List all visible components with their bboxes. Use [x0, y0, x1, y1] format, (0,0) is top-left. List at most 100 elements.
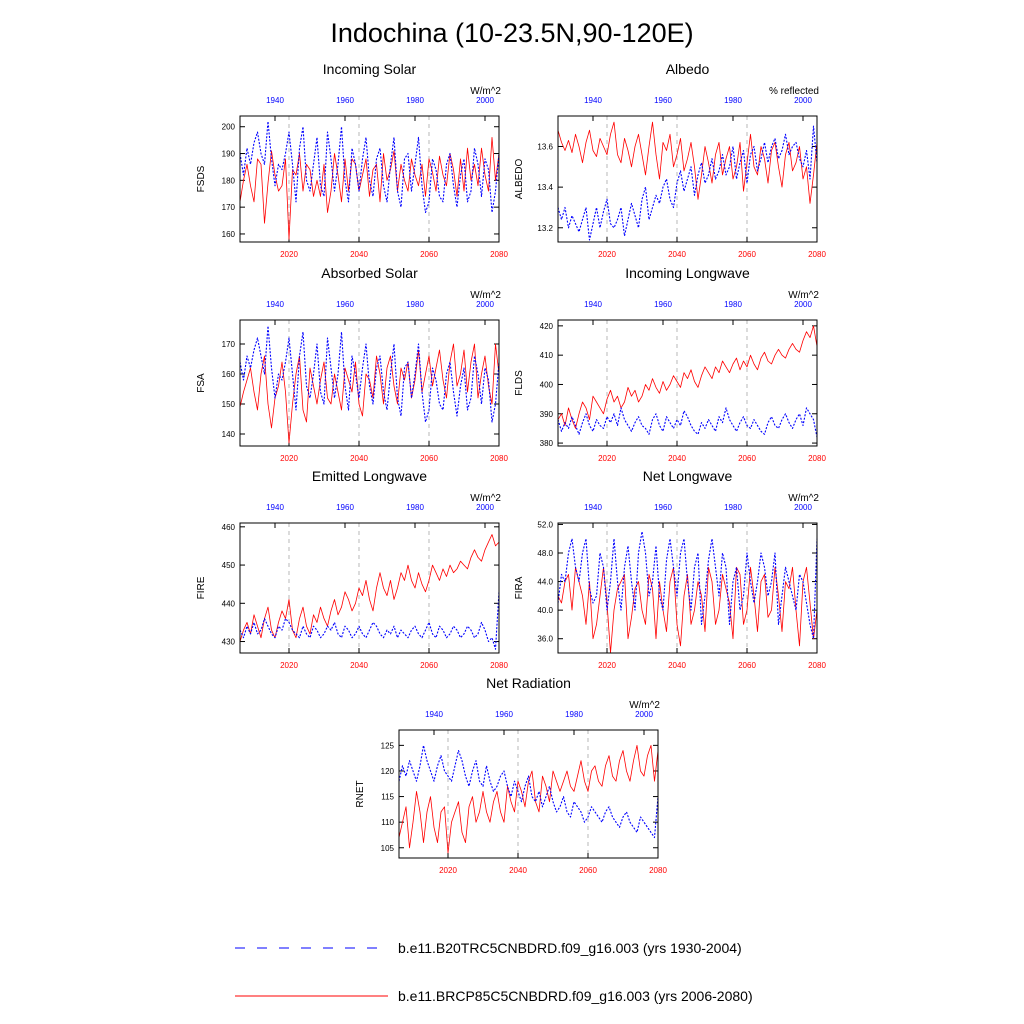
x-top-tick-label: 1960	[654, 503, 672, 512]
y-tick-label: 150	[222, 400, 236, 409]
panel-net-radiation: Net Radiation W/m^2 RNET 2020 2040 2060 2080 19…	[355, 675, 667, 875]
y-axis-label: FSA	[196, 373, 207, 393]
y-axis-label: FIRA	[514, 576, 525, 599]
x-bottom-tick-label: 2060	[420, 250, 438, 259]
x-top-tick-label: 1940	[584, 503, 602, 512]
x-top-tick-label: 2000	[794, 96, 812, 105]
y-tick-label: 115	[381, 793, 394, 802]
panel-albedo: Albedo % reflected ALBEDO 2020 2040 2060 2080 1…	[514, 61, 826, 259]
panel-title: Albedo	[666, 61, 710, 77]
x-bottom-tick-label: 2060	[738, 454, 756, 463]
series-line-historical	[239, 325, 500, 423]
panel-title: Incoming Solar	[323, 61, 417, 77]
series-line-historical	[557, 531, 818, 640]
x-top-tick-label: 1960	[336, 503, 354, 512]
x-top-tick-label: 2000	[635, 710, 653, 719]
y-tick-label: 180	[222, 176, 236, 185]
y-tick-label: 380	[540, 439, 554, 448]
x-top-tick-label: 1980	[724, 300, 742, 309]
x-bottom-tick-label: 2020	[280, 250, 298, 259]
x-bottom-tick-label: 2080	[490, 661, 508, 670]
legend: b.e11.B20TRC5CNBDRD.f09_g16.003 (yrs 193…	[235, 940, 753, 1004]
figure-title: Indochina (10-23.5N,90-120E)	[330, 18, 693, 48]
panels: Incoming Solar W/m^2 FSDS 2020 2040 2060 2080 1…	[196, 61, 826, 875]
y-tick-label: 400	[540, 380, 554, 389]
x-top-tick-label: 2000	[476, 503, 494, 512]
legend-label-historical: b.e11.B20TRC5CNBDRD.f09_g16.003 (yrs 193…	[398, 940, 742, 956]
x-top-tick-label: 1980	[406, 300, 424, 309]
x-bottom-tick-label: 2040	[668, 250, 686, 259]
y-tick-label: 48.0	[537, 549, 553, 558]
y-axis-label: ALBEDO	[514, 158, 525, 199]
x-bottom-tick-label: 2080	[808, 454, 826, 463]
x-top-tick-label: 1960	[495, 710, 513, 719]
plot-frame	[239, 115, 500, 243]
y-tick-label: 140	[222, 430, 236, 439]
units-label: W/m^2	[788, 493, 819, 504]
y-axis-label: FIRE	[196, 576, 207, 599]
legend-label-rcp85: b.e11.BRCP85C5CNBDRD.f09_g16.003 (yrs 20…	[398, 988, 753, 1004]
y-tick-label: 160	[222, 370, 236, 379]
panel-title: Absorbed Solar	[321, 265, 418, 281]
panel-title: Emitted Longwave	[312, 468, 427, 484]
units-label: W/m^2	[629, 700, 660, 711]
series-line-historical	[398, 744, 659, 839]
x-bottom-tick-label: 2020	[598, 454, 616, 463]
plot-frame	[557, 115, 818, 243]
units-label: W/m^2	[470, 86, 501, 97]
x-bottom-tick-label: 2020	[280, 661, 298, 670]
units-label: W/m^2	[788, 290, 819, 301]
series-line-rcp85	[557, 121, 818, 204]
x-top-tick-label: 2000	[476, 96, 494, 105]
series-line-historical	[239, 591, 500, 650]
y-tick-label: 13.2	[537, 224, 553, 233]
y-tick-label: 430	[222, 638, 236, 647]
x-bottom-tick-label: 2060	[738, 661, 756, 670]
plot-frame	[239, 522, 500, 654]
x-top-tick-label: 1940	[266, 96, 284, 105]
panel-incoming-solar: Incoming Solar W/m^2 FSDS 2020 2040 2060 2080 1…	[196, 61, 508, 259]
x-bottom-tick-label: 2080	[490, 454, 508, 463]
x-top-tick-label: 1940	[266, 300, 284, 309]
y-tick-label: 13.4	[537, 183, 553, 192]
x-top-tick-label: 1960	[654, 96, 672, 105]
y-tick-label: 170	[222, 203, 236, 212]
x-bottom-tick-label: 2080	[808, 661, 826, 670]
x-bottom-tick-label: 2060	[579, 866, 597, 875]
panel-title: Incoming Longwave	[625, 265, 750, 281]
y-tick-label: 52.0	[537, 520, 553, 529]
panel-title: Net Longwave	[643, 468, 733, 484]
x-bottom-tick-label: 2040	[668, 454, 686, 463]
x-bottom-tick-label: 2080	[649, 866, 667, 875]
series-line-rcp85	[398, 745, 659, 854]
panel-incoming-longwave: Incoming Longwave W/m^2 FLDS 2020 2040 2060 20…	[514, 265, 826, 463]
y-tick-label: 440	[222, 599, 236, 608]
series-line-rcp85	[239, 136, 500, 240]
units-label: W/m^2	[470, 493, 501, 504]
y-tick-label: 105	[381, 844, 395, 853]
x-bottom-tick-label: 2040	[350, 454, 368, 463]
units-label: % reflected	[769, 86, 819, 97]
series-line-rcp85	[557, 325, 818, 429]
y-tick-label: 44.0	[537, 578, 553, 587]
x-bottom-tick-label: 2040	[668, 661, 686, 670]
x-bottom-tick-label: 2040	[509, 866, 527, 875]
y-axis-label: FLDS	[514, 370, 525, 396]
panel-absorbed-solar: Absorbed Solar W/m^2 FSA 2020 2040 2060 2080 19…	[196, 265, 508, 463]
y-tick-label: 450	[222, 561, 236, 570]
y-tick-label: 120	[381, 767, 395, 776]
x-top-tick-label: 1960	[336, 96, 354, 105]
y-tick-label: 410	[540, 351, 554, 360]
series-line-historical	[557, 407, 818, 438]
plot-frame	[557, 522, 818, 654]
y-tick-label: 13.6	[537, 142, 553, 151]
units-label: W/m^2	[470, 290, 501, 301]
x-top-tick-label: 1980	[724, 96, 742, 105]
plot-frame	[398, 729, 659, 859]
series-line-historical	[557, 125, 818, 241]
series-line-rcp85	[239, 534, 500, 642]
x-top-tick-label: 1940	[584, 96, 602, 105]
y-tick-label: 200	[222, 123, 236, 132]
x-bottom-tick-label: 2060	[738, 250, 756, 259]
x-bottom-tick-label: 2020	[598, 661, 616, 670]
